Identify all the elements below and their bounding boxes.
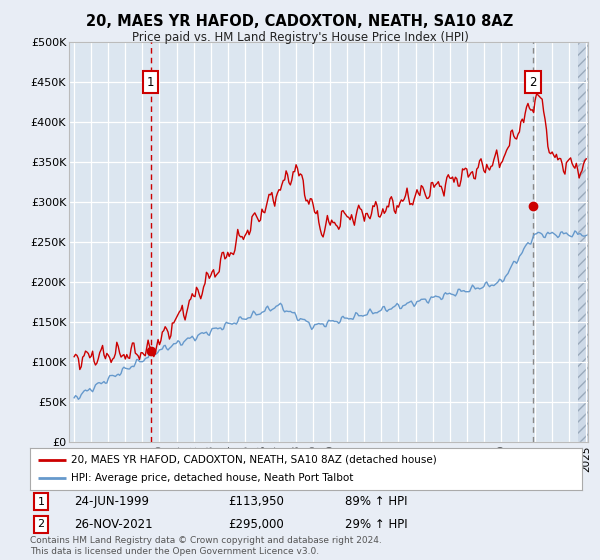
Text: 2: 2 — [530, 76, 537, 88]
Bar — [578, 42, 588, 442]
Text: 89% ↑ HPI: 89% ↑ HPI — [344, 495, 407, 508]
Text: Price paid vs. HM Land Registry's House Price Index (HPI): Price paid vs. HM Land Registry's House … — [131, 31, 469, 44]
Text: HPI: Average price, detached house, Neath Port Talbot: HPI: Average price, detached house, Neat… — [71, 473, 354, 483]
Text: 26-NOV-2021: 26-NOV-2021 — [74, 518, 153, 531]
Text: 20, MAES YR HAFOD, CADOXTON, NEATH, SA10 8AZ (detached house): 20, MAES YR HAFOD, CADOXTON, NEATH, SA10… — [71, 455, 437, 465]
Text: 29% ↑ HPI: 29% ↑ HPI — [344, 518, 407, 531]
Text: £295,000: £295,000 — [229, 518, 284, 531]
Text: £113,950: £113,950 — [229, 495, 284, 508]
Text: 24-JUN-1999: 24-JUN-1999 — [74, 495, 149, 508]
Text: 1: 1 — [147, 76, 154, 88]
Text: Contains HM Land Registry data © Crown copyright and database right 2024.
This d: Contains HM Land Registry data © Crown c… — [30, 536, 382, 556]
Text: 20, MAES YR HAFOD, CADOXTON, NEATH, SA10 8AZ: 20, MAES YR HAFOD, CADOXTON, NEATH, SA10… — [86, 14, 514, 29]
Text: 2: 2 — [37, 519, 44, 529]
Text: 1: 1 — [38, 497, 44, 507]
Bar — [578, 42, 588, 442]
